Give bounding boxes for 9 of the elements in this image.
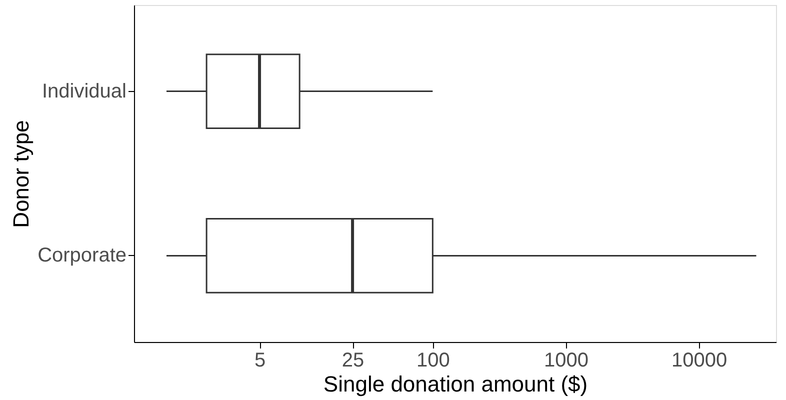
x-tick-label: 25	[342, 350, 364, 372]
x-tick-label: 100	[416, 350, 450, 372]
x-axis-title: Single donation amount ($)	[323, 372, 588, 396]
y-tick-label: Corporate	[38, 244, 126, 267]
x-tick-label: 10000	[672, 350, 728, 372]
y-tick-label: Individual	[42, 80, 126, 102]
y-axis-title: Donor type	[8, 120, 34, 228]
x-tick-label: 1000	[544, 350, 588, 372]
x-tick-label: 5	[254, 350, 266, 372]
